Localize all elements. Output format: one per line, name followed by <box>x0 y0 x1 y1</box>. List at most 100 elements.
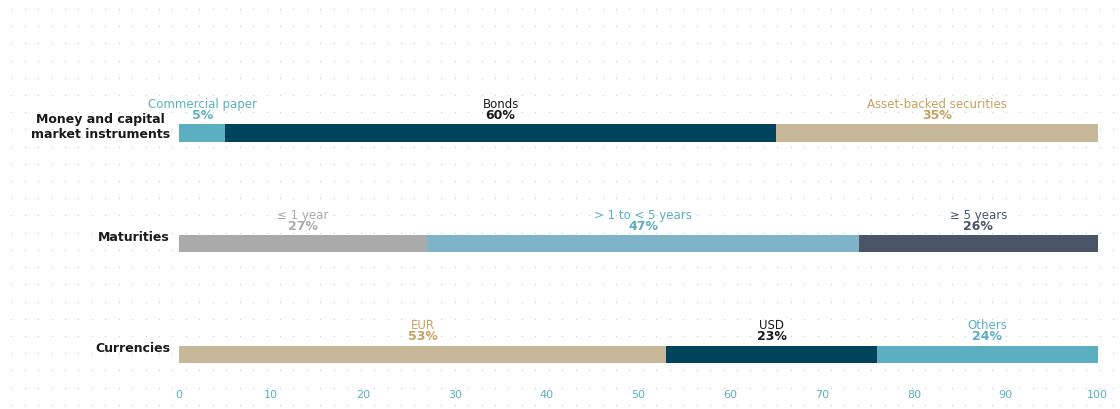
Point <box>352 213 370 219</box>
Point <box>580 316 598 322</box>
Point <box>56 367 74 374</box>
Point <box>150 367 168 374</box>
Point <box>674 127 692 133</box>
Point <box>567 213 585 219</box>
Point <box>836 350 853 357</box>
Point <box>298 144 316 151</box>
Point <box>325 144 343 151</box>
Point <box>701 92 719 99</box>
Point <box>379 178 396 185</box>
Point <box>956 41 974 47</box>
Point <box>607 316 625 322</box>
Point <box>741 247 759 254</box>
Point <box>970 75 988 82</box>
Point <box>56 127 74 133</box>
Point <box>137 178 155 185</box>
Point <box>298 178 316 185</box>
Point <box>983 367 1001 374</box>
Point <box>446 41 464 47</box>
Point <box>728 350 746 357</box>
Point <box>150 127 168 133</box>
Point <box>231 299 249 305</box>
Point <box>916 230 934 236</box>
Point <box>311 161 329 168</box>
Point <box>997 178 1015 185</box>
Point <box>930 350 948 357</box>
Text: 23%: 23% <box>757 330 786 342</box>
Point <box>352 144 370 151</box>
Point <box>83 178 101 185</box>
Point <box>755 75 773 82</box>
Point <box>540 247 558 254</box>
Point <box>580 178 598 185</box>
Point <box>836 384 853 391</box>
Point <box>755 41 773 47</box>
Point <box>325 333 343 339</box>
Point <box>432 75 450 82</box>
Point <box>392 402 410 408</box>
Point <box>244 402 262 408</box>
Point <box>338 41 356 47</box>
Point <box>217 58 235 65</box>
Point <box>419 230 437 236</box>
Point <box>338 367 356 374</box>
Point <box>916 281 934 288</box>
Point <box>2 316 20 322</box>
Point <box>553 384 571 391</box>
Point <box>862 110 880 116</box>
Point <box>110 92 128 99</box>
Point <box>446 384 464 391</box>
Point <box>607 247 625 254</box>
Point <box>96 247 114 254</box>
Point <box>728 144 746 151</box>
Point <box>379 281 396 288</box>
Point <box>1010 247 1028 254</box>
Point <box>647 333 665 339</box>
Point <box>56 247 74 254</box>
Point <box>83 144 101 151</box>
Point <box>795 213 813 219</box>
Point <box>419 213 437 219</box>
Point <box>231 247 249 254</box>
Point <box>1037 230 1055 236</box>
Point <box>500 281 517 288</box>
Point <box>217 127 235 133</box>
Point <box>795 281 813 288</box>
Point <box>970 281 988 288</box>
Point <box>231 144 249 151</box>
Point <box>674 161 692 168</box>
Point <box>43 161 60 168</box>
Point <box>486 213 504 219</box>
Point <box>620 316 638 322</box>
Point <box>1064 367 1082 374</box>
Point <box>2 264 20 271</box>
Point <box>177 92 195 99</box>
Point <box>244 350 262 357</box>
Point <box>997 213 1015 219</box>
Point <box>486 92 504 99</box>
Point <box>701 58 719 65</box>
Point <box>580 7 598 13</box>
Point <box>701 110 719 116</box>
Point <box>258 213 276 219</box>
Point <box>983 178 1001 185</box>
Point <box>580 24 598 30</box>
Point <box>768 230 786 236</box>
Point <box>419 299 437 305</box>
Point <box>298 299 316 305</box>
Point <box>459 247 477 254</box>
Point <box>244 75 262 82</box>
Point <box>607 196 625 202</box>
Point <box>701 299 719 305</box>
Point <box>862 58 880 65</box>
Point <box>647 58 665 65</box>
Point <box>217 92 235 99</box>
Point <box>150 24 168 30</box>
Point <box>96 402 114 408</box>
Point <box>701 384 719 391</box>
Point <box>1010 299 1028 305</box>
Point <box>446 75 464 82</box>
Point <box>715 213 732 219</box>
Point <box>405 402 423 408</box>
Point <box>204 384 222 391</box>
